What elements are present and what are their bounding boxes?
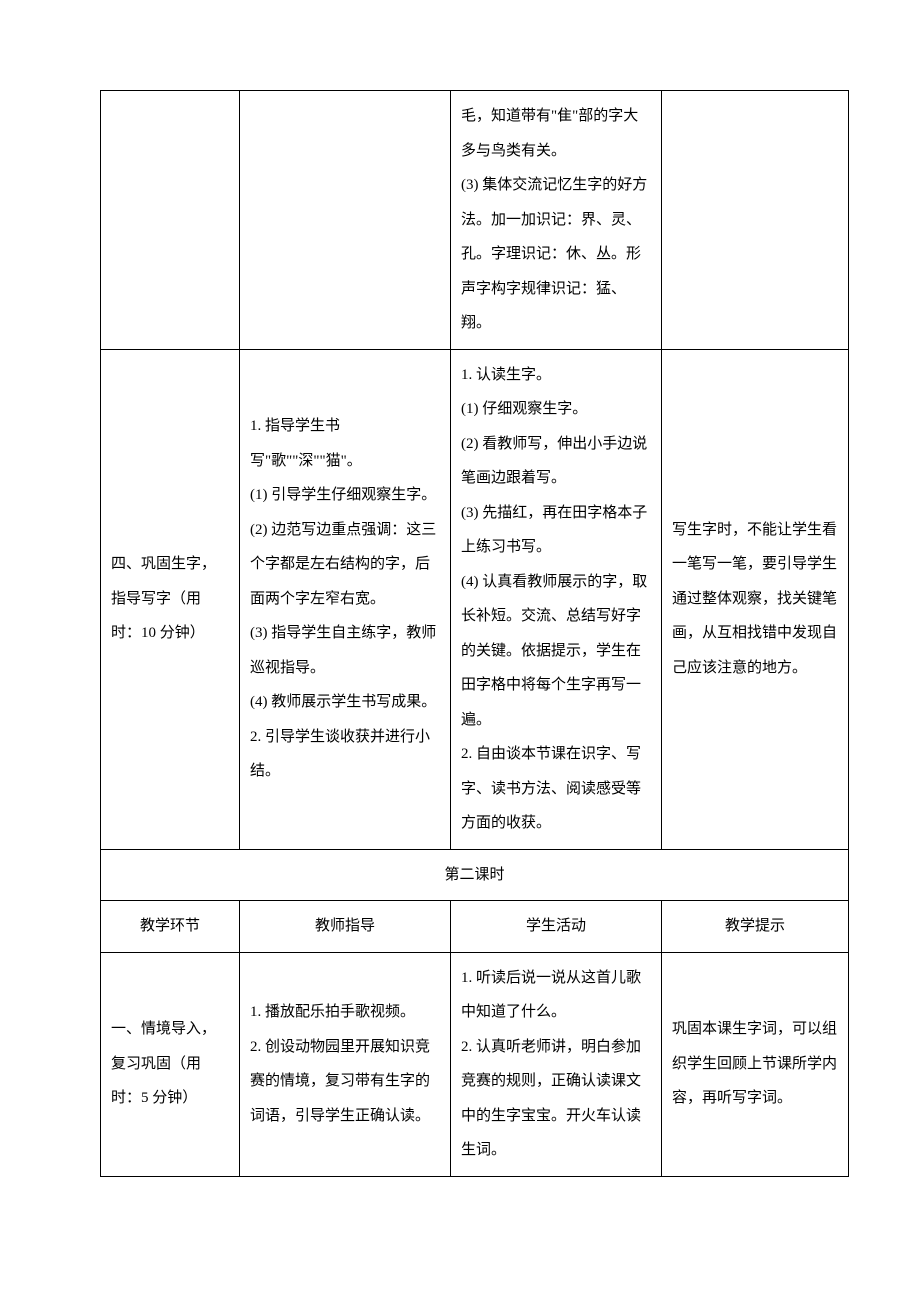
cell-stage bbox=[101, 91, 240, 350]
header-hint: 教学提示 bbox=[662, 901, 849, 953]
section-divider-row: 第二课时 bbox=[101, 849, 849, 901]
cell-hint: 巩固本课生字词，可以组织学生回顾上节课所学内容，再听写字词。 bbox=[662, 952, 849, 1176]
cell-stage: 一、情境导入，复习巩固（用时：5 分钟） bbox=[101, 952, 240, 1176]
cell-student: 1. 认读生字。(1) 仔细观察生字。(2) 看教师写，伸出小手边说笔画边跟着写… bbox=[451, 349, 662, 849]
header-row: 教学环节 教师指导 学生活动 教学提示 bbox=[101, 901, 849, 953]
lesson-plan-table: 毛，知道带有"隹"部的字大多与鸟类有关。(3) 集体交流记忆生字的好方法。加一加… bbox=[100, 90, 849, 1177]
cell-student: 毛，知道带有"隹"部的字大多与鸟类有关。(3) 集体交流记忆生字的好方法。加一加… bbox=[451, 91, 662, 350]
cell-student: 1. 听读后说一说从这首儿歌中知道了什么。2. 认真听老师讲，明白参加竞赛的规则… bbox=[451, 952, 662, 1176]
cell-hint bbox=[662, 91, 849, 350]
cell-stage: 四、巩固生字，指导写字（用时：10 分钟） bbox=[101, 349, 240, 849]
table-row: 毛，知道带有"隹"部的字大多与鸟类有关。(3) 集体交流记忆生字的好方法。加一加… bbox=[101, 91, 849, 350]
cell-teacher: 1. 指导学生书写"歌""深""猫"。(1) 引导学生仔细观察生字。(2) 边范… bbox=[240, 349, 451, 849]
cell-teacher: 1. 播放配乐拍手歌视频。2. 创设动物园里开展知识竞赛的情境，复习带有生字的词… bbox=[240, 952, 451, 1176]
header-stage: 教学环节 bbox=[101, 901, 240, 953]
cell-hint: 写生字时，不能让学生看一笔写一笔，要引导学生通过整体观察，找关键笔画，从互相找错… bbox=[662, 349, 849, 849]
header-student: 学生活动 bbox=[451, 901, 662, 953]
section-title: 第二课时 bbox=[101, 849, 849, 901]
table-row: 四、巩固生字，指导写字（用时：10 分钟） 1. 指导学生书写"歌""深""猫"… bbox=[101, 349, 849, 849]
table-row: 一、情境导入，复习巩固（用时：5 分钟） 1. 播放配乐拍手歌视频。2. 创设动… bbox=[101, 952, 849, 1176]
cell-teacher bbox=[240, 91, 451, 350]
header-teacher: 教师指导 bbox=[240, 901, 451, 953]
